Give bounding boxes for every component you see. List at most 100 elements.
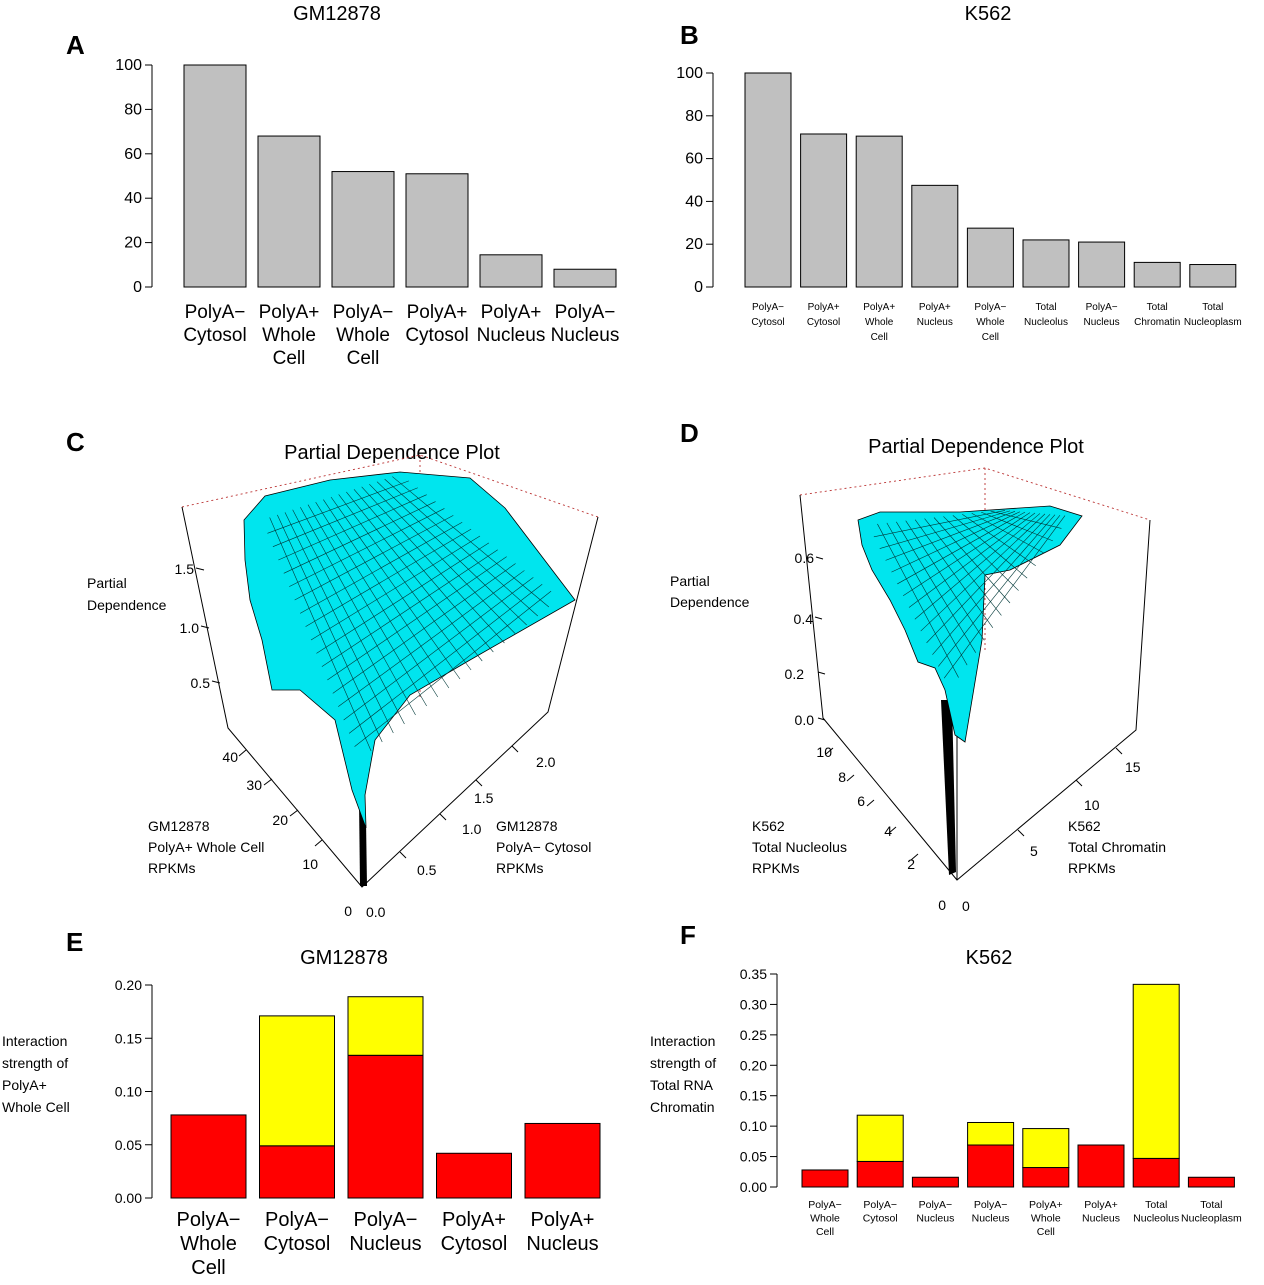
panel-b-category-label: PolyA+ — [863, 302, 895, 313]
panel-e-ytick-label: 0.05 — [115, 1137, 142, 1153]
panel-e-ylabel-line2: strength of — [2, 1055, 68, 1071]
panel-a-ytick-label: 100 — [115, 57, 142, 74]
panel-e-stacked-bar-chart: E GM12878 Interaction strength of PolyA+… — [2, 927, 601, 1279]
panel-d-xtick-label: 6 — [857, 793, 865, 809]
panel-c-letter: C — [66, 427, 85, 457]
panel-a-category-label: PolyA− — [185, 302, 246, 323]
panel-d-axis-ticks — [814, 556, 1123, 861]
panel-d-xtick-label: 4 — [884, 823, 892, 839]
panel-c-xlabel-line1: GM12878 — [148, 818, 210, 834]
panel-a-title: GM12878 — [293, 3, 381, 25]
panel-e-bar-segment-red — [524, 1122, 601, 1199]
panel-e-bar-segment-yellow — [259, 1015, 335, 1147]
panel-d-xtick-mark — [866, 799, 875, 807]
panel-c-xlabel-line2: PolyA+ Whole Cell — [148, 839, 264, 855]
panel-d-letter: D — [680, 418, 699, 448]
panel-b-ytick-label: 100 — [676, 65, 703, 82]
surface-grid-line — [384, 478, 538, 617]
panel-a-category-label: Cytosol — [183, 325, 246, 346]
panel-d-zlabel-line2: Dependence — [670, 594, 750, 610]
panel-c-ylabel-line2: PolyA− Cytosol — [496, 839, 591, 855]
panel-a-category-label: Cell — [347, 348, 380, 369]
panel-b-ytick-label: 40 — [685, 193, 703, 210]
panel-f-ytick-label: 0.15 — [740, 1088, 767, 1104]
panel-f-category-label: Nucleolus — [1133, 1213, 1179, 1225]
panel-f-category-label: Cell — [816, 1226, 834, 1238]
panel-b-category-label: Total — [1035, 302, 1056, 313]
panel-b-ytick-label: 80 — [685, 108, 703, 125]
panel-b-category-label: Nucleus — [917, 317, 953, 328]
panel-f-category-label: Whole — [1031, 1213, 1061, 1225]
panel-d-ztick-mark — [817, 671, 826, 675]
panel-d-xtick-mark — [910, 853, 919, 861]
panel-a-ytick-label: 60 — [124, 146, 142, 163]
surface-grid-line — [926, 514, 1051, 644]
panel-c-xtick-label: 30 — [246, 777, 262, 793]
surface-grid-line — [971, 512, 1045, 554]
panel-f-ytick-label: 0.10 — [740, 1118, 767, 1134]
panel-c-ytick-mark — [475, 779, 483, 787]
panel-b-ytick-label: 60 — [685, 151, 703, 168]
panel-a-bar — [405, 173, 469, 288]
panel-f-category-label: Nucleoplasm — [1181, 1213, 1242, 1225]
panel-f-category-label: Nucleus — [972, 1213, 1010, 1225]
panel-b-bar — [800, 133, 848, 288]
panel-d-xtick-mark — [825, 747, 834, 755]
panel-f-bar-segment-red — [1132, 1157, 1180, 1188]
panel-d-xlabel-line1: K562 — [752, 818, 785, 834]
panel-e-category-label: Whole — [180, 1233, 237, 1255]
panel-b-category-label: PolyA+ — [808, 302, 840, 313]
panel-b-bar — [1189, 264, 1237, 288]
panel-d-ytick-label: 15 — [1125, 759, 1141, 775]
panel-d-ytick-label: 5 — [1030, 843, 1038, 859]
panel-e-category-label: PolyA− — [177, 1209, 241, 1231]
panel-c-ytick-mark — [511, 745, 519, 753]
panel-c-xtick-label: 20 — [272, 812, 288, 828]
panel-b-category-label: Cytosol — [751, 317, 784, 328]
panel-f-bar-segment-red — [1022, 1167, 1070, 1188]
panel-c-xtick-label: 40 — [222, 749, 238, 765]
panel-b-bar — [966, 227, 1014, 288]
panel-c-xtick-mark — [238, 749, 247, 757]
surface-grid-line — [348, 583, 543, 734]
panel-e-category-label: Cell — [191, 1257, 225, 1279]
panel-f-category-label: Total — [1145, 1199, 1167, 1211]
panel-d-ytick-label: 10 — [1084, 797, 1100, 813]
panel-f-ylabel-line1: Interaction — [650, 1033, 715, 1049]
panel-f-bar-segment-yellow — [856, 1114, 904, 1162]
panel-f-ytick-label: 0.30 — [740, 996, 767, 1012]
panel-c-ytick-mark — [439, 813, 447, 821]
surface-grid-line — [943, 516, 1019, 591]
panel-f-ylabel-line3: Total RNA — [650, 1077, 714, 1093]
panel-c-ztick-mark — [195, 567, 205, 571]
panel-a-category-label: Whole — [336, 325, 390, 346]
panel-c-ytick-mark — [399, 851, 407, 859]
panel-e-category-label: Nucleus — [349, 1233, 421, 1255]
panel-f-ytick-label: 0.05 — [740, 1149, 767, 1165]
panel-c-ztick-mark — [211, 680, 221, 684]
panel-b-category-label: Cell — [982, 332, 999, 343]
panel-b-category-label: Nucleus — [1084, 317, 1120, 328]
panel-b-bar — [744, 72, 792, 288]
panel-b-category-label: PolyA− — [752, 302, 784, 313]
panel-f-bar-segment-red — [1187, 1176, 1235, 1188]
panel-e-bar-segment-red — [436, 1152, 512, 1199]
panel-f-category-label: PolyA+ — [1084, 1199, 1118, 1211]
panel-d-xtick-mark — [888, 826, 897, 834]
panel-a-category-label: PolyA+ — [481, 302, 542, 323]
panel-a-ytick-label: 0 — [133, 279, 142, 296]
panel-a-category-label: Whole — [262, 325, 316, 346]
panel-e-ytick-label: 0.00 — [115, 1190, 142, 1206]
panel-f-bar-segment-yellow — [1022, 1128, 1070, 1169]
panel-a-bar-chart: A GM12878 020406080100PolyA−CytosolPolyA… — [66, 3, 619, 369]
panel-d-ztick-label: 0.0 — [795, 712, 815, 728]
panel-f-category-label: PolyA− — [919, 1199, 953, 1211]
surface-grid-line — [962, 514, 1036, 566]
panel-c-surface-grid — [267, 476, 552, 752]
panel-f-category-label: Whole — [810, 1213, 840, 1225]
panel-d-xtick-label: 10 — [816, 744, 832, 760]
panel-f-ytick-label: 0.35 — [740, 966, 767, 982]
panel-a-category-label: Cytosol — [405, 325, 468, 346]
panel-e-category-label: PolyA+ — [531, 1209, 595, 1231]
panel-a-ytick-label: 40 — [124, 190, 142, 207]
